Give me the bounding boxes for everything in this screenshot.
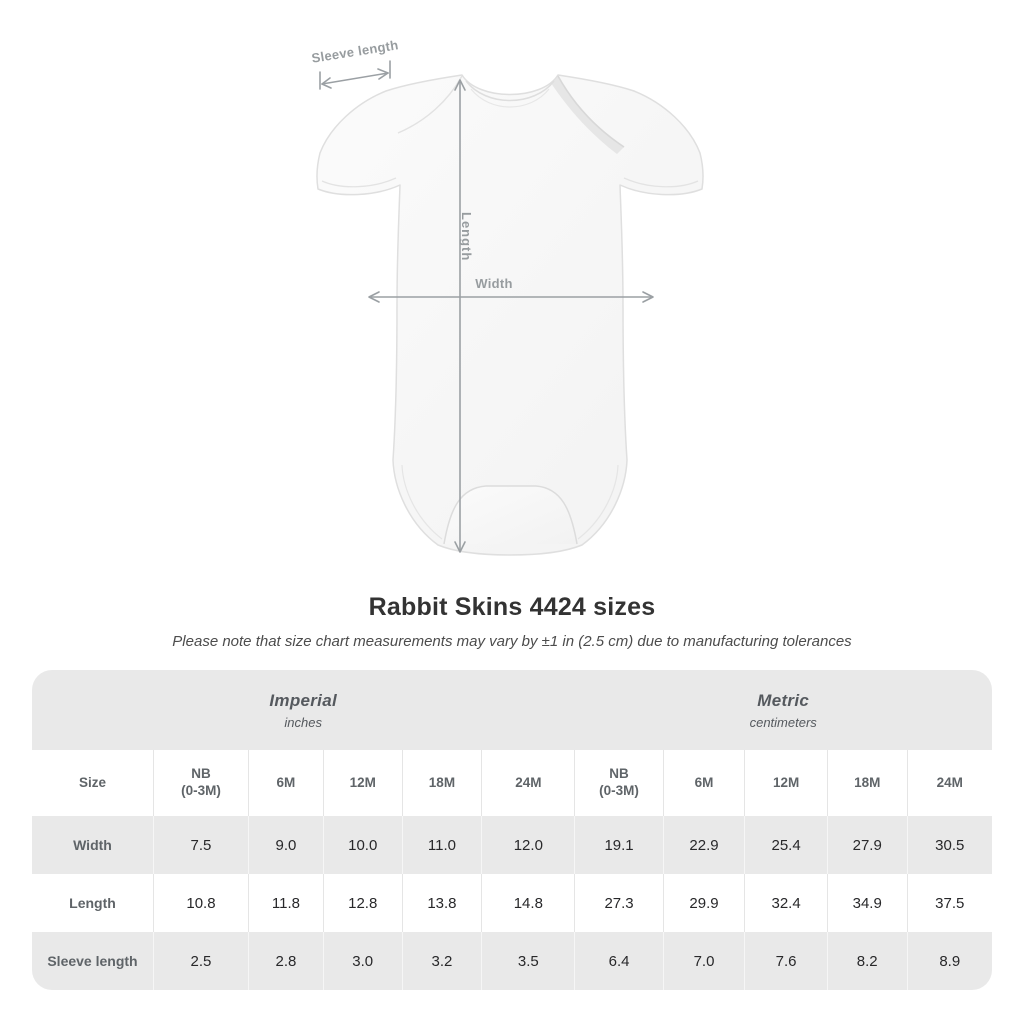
size-value: 10.0	[322, 816, 402, 874]
size-value: 11.0	[401, 816, 482, 874]
table-row: Length 10.8 11.8 12.8 13.8 14.8 27.3 29.9 32.4 34…	[32, 874, 992, 932]
unit-label: Imperial	[269, 690, 337, 710]
size-value: 13.8	[401, 874, 482, 932]
size-value: 25.4	[744, 816, 827, 874]
unit-band: Imperial inches Metric centimeters	[32, 670, 992, 750]
col-header: 12M	[744, 750, 827, 816]
size-value: 7.5	[152, 816, 248, 874]
crotch-flap	[443, 485, 578, 545]
width-arrow	[368, 291, 654, 303]
unit-group-metric: Metric centimeters	[574, 670, 992, 750]
length-arrow	[454, 79, 466, 553]
bodysuit-illustration	[316, 60, 704, 556]
table-row: Width 7.5 9.0 10.0 11.0 12.0 19.1 22.9 25.4 27.9 3…	[32, 816, 992, 874]
col-header: 18M	[401, 750, 482, 816]
unit-sublabel: centimeters	[749, 714, 817, 730]
width-label: Width	[475, 276, 513, 291]
size-value: 19.1	[574, 816, 662, 874]
tolerance-note: Please note that size chart measurements…	[172, 633, 852, 650]
unit-group-imperial: Imperial inches	[32, 670, 574, 750]
collar-seam	[465, 80, 555, 102]
size-table: Imperial inches Metric centimeters Size NB (0…	[32, 670, 992, 990]
size-value: 11.8	[248, 874, 323, 932]
size-value: 27.9	[826, 816, 907, 874]
column-header-row: Size NB (0-3M) 6M 12M 18M 24M NB (0-3M) 6M 12M 18…	[32, 750, 992, 816]
left-leg-seam	[401, 464, 443, 540]
size-value: 29.9	[662, 874, 745, 932]
size-value: 3.5	[481, 932, 574, 990]
size-value: 27.3	[574, 874, 662, 932]
size-value: 14.8	[481, 874, 574, 932]
bodysuit-silhouette	[316, 74, 704, 556]
size-value: 7.6	[744, 932, 827, 990]
size-value: 37.5	[906, 874, 992, 932]
size-value: 2.8	[248, 932, 323, 990]
right-leg-seam	[577, 464, 619, 540]
col-header: 24M	[481, 750, 574, 816]
size-value: 30.5	[906, 816, 992, 874]
collar-seam-inner	[470, 88, 550, 108]
size-value: 3.2	[401, 932, 482, 990]
length-label: Length	[459, 212, 474, 262]
size-value: 6.4	[574, 932, 662, 990]
size-value: 34.9	[826, 874, 907, 932]
size-value: 32.4	[744, 874, 827, 932]
unit-sublabel: inches	[284, 714, 322, 730]
row-label: Width	[73, 837, 112, 853]
size-col-header: Size	[78, 774, 106, 790]
size-value: 7.0	[662, 932, 745, 990]
size-value: 8.2	[826, 932, 907, 990]
table-row: Sleeve length 2.5 2.8 3.0 3.2 3.5 6.4 7.0 7.6 8.2…	[32, 932, 992, 990]
size-value: 9.0	[248, 816, 323, 874]
size-value: 8.9	[906, 932, 992, 990]
shoulder-shadow	[551, 76, 624, 154]
size-value: 2.5	[152, 932, 248, 990]
size-value: 3.0	[322, 932, 402, 990]
col-header: 6M	[662, 750, 745, 816]
col-header: 18M	[826, 750, 907, 816]
row-label: Sleeve length	[47, 953, 138, 969]
row-label: Length	[69, 895, 116, 911]
col-header: 24M	[906, 750, 992, 816]
unit-label: Metric	[757, 690, 810, 710]
size-value: 12.0	[481, 816, 574, 874]
col-header: 6M	[248, 750, 323, 816]
size-value: 10.8	[152, 874, 248, 932]
right-cuff-seam	[623, 177, 699, 188]
col-header: NB (0-3M)	[574, 750, 662, 816]
size-value: 22.9	[662, 816, 745, 874]
size-value: 12.8	[322, 874, 402, 932]
left-cuff-seam	[321, 177, 397, 188]
page-title: Rabbit Skins 4424 sizes	[368, 593, 656, 621]
col-header: 12M	[322, 750, 402, 816]
col-header: NB (0-3M)	[152, 750, 248, 816]
sleeve-length-arrow	[319, 60, 391, 90]
right-lap-seam	[557, 75, 625, 148]
